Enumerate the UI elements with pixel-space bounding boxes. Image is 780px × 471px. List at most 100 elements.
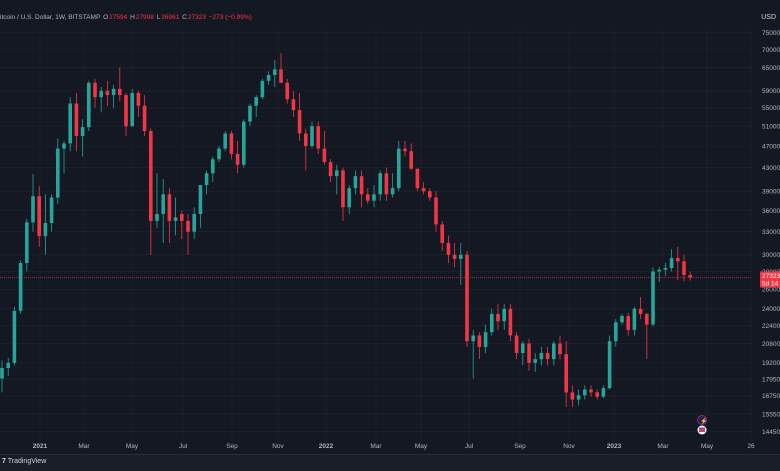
candle-body bbox=[12, 310, 17, 363]
candle-body bbox=[384, 173, 389, 195]
flag-top bbox=[699, 427, 705, 429]
y-axis[interactable]: 14450 15550 16750 17950 19200 20800 22400 24000… bbox=[762, 30, 780, 436]
candle bbox=[180, 210, 184, 240]
candle bbox=[130, 88, 134, 127]
candle-body bbox=[279, 69, 283, 83]
currency-label[interactable]: USD bbox=[761, 14, 776, 21]
candle-body bbox=[614, 322, 618, 342]
candle bbox=[384, 167, 389, 201]
candle-body bbox=[477, 335, 482, 348]
candle bbox=[124, 92, 128, 136]
candle bbox=[242, 119, 246, 168]
candle bbox=[297, 92, 302, 141]
candle bbox=[0, 360, 4, 393]
candle bbox=[434, 191, 438, 232]
candle-body bbox=[533, 359, 537, 363]
candle-body bbox=[682, 261, 686, 275]
candle bbox=[149, 128, 153, 255]
candle-body bbox=[285, 82, 289, 100]
candle bbox=[378, 170, 382, 201]
candle bbox=[483, 324, 488, 353]
candle-body bbox=[87, 82, 91, 128]
candle bbox=[87, 80, 91, 132]
x-axis[interactable]: 2021 Mar May Jul Sep Nov 2022 Mar May Jul Sep Nov 20… bbox=[33, 443, 755, 450]
x-tick-label: 2022 bbox=[319, 443, 334, 450]
candle bbox=[471, 329, 475, 379]
candle bbox=[490, 308, 494, 336]
candle-body bbox=[620, 315, 624, 323]
candle-body bbox=[576, 395, 581, 400]
grid bbox=[0, 28, 752, 450]
symbol-header[interactable]: itcoin / U.S. Dollar, 1W, BITSTAMP O2759… bbox=[0, 14, 253, 28]
candle bbox=[173, 197, 178, 236]
candle-body bbox=[68, 103, 72, 144]
candle-body bbox=[638, 308, 643, 314]
candle bbox=[403, 140, 407, 157]
candle-body bbox=[56, 148, 60, 198]
candle bbox=[353, 170, 358, 195]
candle bbox=[415, 168, 420, 192]
candle-body bbox=[155, 213, 159, 221]
candle bbox=[198, 185, 203, 229]
candle bbox=[508, 303, 513, 342]
candle-body bbox=[93, 82, 97, 98]
candle-body bbox=[136, 92, 141, 106]
candle-body bbox=[161, 194, 165, 214]
tradingview-logo-text: TradingView bbox=[7, 458, 47, 465]
last-price-tag: 27323 5d 14 bbox=[760, 271, 780, 288]
candle bbox=[614, 319, 618, 348]
countdown-value: 5d 14 bbox=[762, 280, 779, 287]
close-value: 27323 bbox=[187, 14, 206, 21]
y-tick-label: 39000 bbox=[762, 189, 780, 196]
candle bbox=[626, 312, 630, 336]
x-tick-label: May bbox=[126, 443, 139, 450]
event-markers[interactable]: ⚡ bbox=[697, 415, 708, 435]
y-tick-label: 20800 bbox=[762, 341, 780, 348]
high-value: 27998 bbox=[135, 14, 154, 21]
candle bbox=[446, 235, 451, 263]
symbol-title[interactable]: itcoin / U.S. Dollar, 1W, BITSTAMP bbox=[0, 14, 101, 21]
candle-body bbox=[266, 75, 271, 81]
x-tick-label: Nov bbox=[563, 443, 575, 450]
candle bbox=[663, 262, 668, 276]
candle-body bbox=[328, 161, 333, 177]
candle bbox=[688, 271, 692, 281]
tradingview-logo[interactable]: 7 TradingView bbox=[2, 458, 46, 465]
candle bbox=[235, 140, 240, 174]
candle-body bbox=[310, 126, 314, 147]
candle bbox=[25, 218, 29, 272]
candle bbox=[12, 306, 17, 366]
candle bbox=[93, 78, 97, 108]
candle bbox=[638, 297, 643, 320]
candle-body bbox=[99, 90, 103, 98]
candle bbox=[56, 138, 60, 204]
lightning-icon[interactable] bbox=[697, 415, 707, 425]
candle bbox=[366, 188, 370, 204]
candle-body bbox=[446, 242, 451, 255]
y-tick-label: 16750 bbox=[762, 393, 780, 400]
candle bbox=[167, 188, 172, 243]
candle bbox=[390, 173, 395, 198]
candle bbox=[514, 332, 519, 360]
candle bbox=[155, 173, 159, 229]
candle bbox=[682, 254, 686, 282]
candle-body bbox=[558, 343, 562, 355]
candle-body bbox=[645, 313, 649, 325]
lightning-glyph: ⚡ bbox=[700, 417, 707, 425]
candle-body bbox=[397, 148, 401, 189]
candle bbox=[651, 267, 655, 327]
candle-body bbox=[378, 173, 382, 195]
candle-body bbox=[248, 105, 252, 122]
candle bbox=[359, 170, 364, 208]
candle-body bbox=[37, 196, 41, 237]
x-tick-label: May bbox=[701, 443, 714, 450]
y-tick-label: 26000 bbox=[762, 287, 780, 294]
y-tick-label: 43000 bbox=[762, 165, 780, 172]
candle-body bbox=[31, 196, 35, 223]
candle-body bbox=[483, 332, 488, 348]
candle bbox=[564, 341, 568, 408]
candle-body bbox=[403, 148, 407, 152]
candle-body bbox=[105, 90, 110, 96]
y-tick-label: 59000 bbox=[762, 88, 780, 95]
